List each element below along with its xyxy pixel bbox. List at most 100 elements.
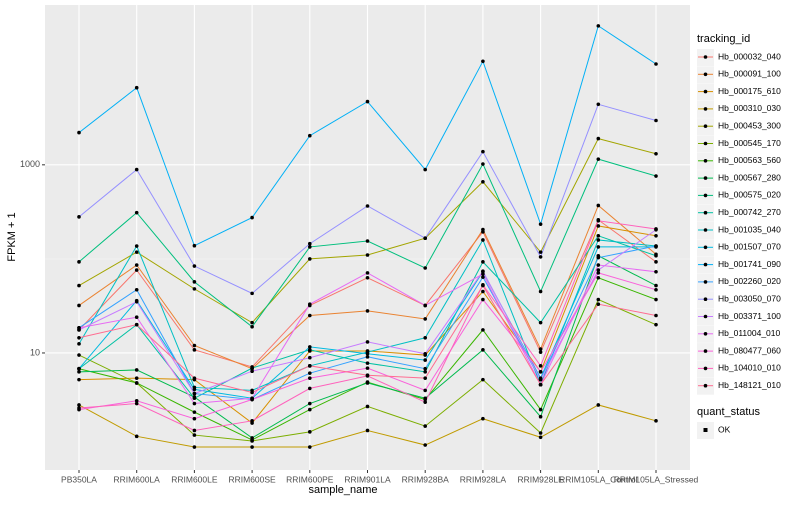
point: [365, 404, 370, 409]
point: [596, 219, 601, 223]
point: [77, 335, 81, 340]
point: [250, 436, 254, 440]
point: [481, 238, 485, 242]
point: [423, 396, 428, 401]
legend-point: [703, 228, 708, 232]
legend-label: Hb_003050_070: [718, 293, 781, 303]
point: [134, 263, 139, 267]
point: [77, 353, 81, 357]
x-tick-label: RRIM600LA: [114, 474, 161, 484]
x-tick-label: RRIM928BA: [402, 474, 450, 484]
legend-label: Hb_000575_020: [718, 190, 781, 200]
point: [134, 434, 139, 439]
point: [538, 407, 543, 412]
point: [654, 244, 658, 248]
point: [423, 167, 428, 172]
point: [308, 401, 312, 406]
point: [134, 401, 139, 406]
point: [365, 355, 370, 359]
legend-title: tracking_id: [697, 33, 750, 45]
point: [134, 250, 139, 254]
point: [423, 443, 428, 447]
point: [596, 403, 601, 407]
point: [250, 320, 254, 325]
point: [365, 253, 370, 257]
point: [308, 257, 312, 261]
point: [538, 377, 543, 382]
point: [308, 133, 312, 138]
point: [654, 62, 658, 66]
point: [654, 227, 658, 231]
point: [481, 272, 485, 276]
point: [423, 370, 428, 374]
legend-point: [703, 262, 708, 267]
legend-label: Hb_001741_090: [718, 259, 781, 269]
point: [538, 250, 543, 254]
point: [596, 203, 601, 208]
legend-label: Hb_002260_020: [718, 276, 781, 286]
point: [250, 366, 254, 370]
point: [134, 315, 139, 319]
point: [77, 326, 81, 330]
legend-label: Hb_000453_300: [718, 120, 781, 130]
legend-label: Hb_000742_270: [718, 207, 781, 217]
point: [481, 227, 485, 232]
point: [654, 287, 658, 292]
point: [192, 387, 197, 392]
point: [77, 283, 81, 288]
point: [423, 266, 428, 270]
legend-point: [703, 366, 708, 371]
point: [481, 269, 485, 273]
point: [308, 364, 312, 368]
point: [481, 283, 485, 288]
point: [134, 244, 139, 248]
point: [423, 351, 428, 356]
legend-point: [703, 159, 708, 163]
x-tick-label: RRIM928LE: [517, 474, 564, 484]
point: [77, 215, 81, 219]
point: [596, 271, 601, 275]
point: [481, 377, 485, 382]
legend-point: [703, 124, 708, 128]
y-tick-label: 1000: [20, 159, 40, 169]
point: [538, 255, 543, 259]
point: [654, 283, 658, 288]
point: [308, 313, 312, 318]
legend-label: Hb_000545_170: [718, 138, 781, 148]
point: [654, 269, 658, 274]
y-tick-label: 10: [30, 347, 40, 357]
point: [365, 340, 370, 344]
legend-label: Hb_000175_610: [718, 86, 781, 96]
legend-point: [703, 332, 708, 336]
point: [481, 297, 485, 302]
point: [654, 118, 658, 123]
point: [423, 317, 428, 321]
point: [654, 322, 658, 327]
legend-label: Hb_001035_040: [718, 224, 781, 234]
legend-label: Hb_104010_010: [718, 363, 781, 373]
point: [192, 410, 197, 414]
point: [77, 260, 81, 264]
point: [250, 419, 254, 423]
point: [308, 407, 312, 412]
point: [134, 268, 139, 272]
point: [192, 287, 197, 291]
point: [365, 428, 370, 433]
point: [596, 224, 601, 228]
point: [308, 386, 312, 391]
x-axis-title: sample_name: [308, 484, 377, 496]
legend-point: [703, 193, 708, 198]
point: [192, 391, 197, 396]
point: [596, 136, 601, 141]
point: [423, 358, 428, 362]
legend-point: [703, 280, 708, 284]
point: [538, 431, 543, 435]
legend-point: [703, 245, 708, 250]
point: [77, 370, 81, 374]
point: [423, 424, 428, 428]
point: [134, 299, 139, 304]
point: [596, 275, 601, 280]
point: [423, 376, 428, 380]
legend-label: Hb_000567_280: [718, 172, 781, 182]
